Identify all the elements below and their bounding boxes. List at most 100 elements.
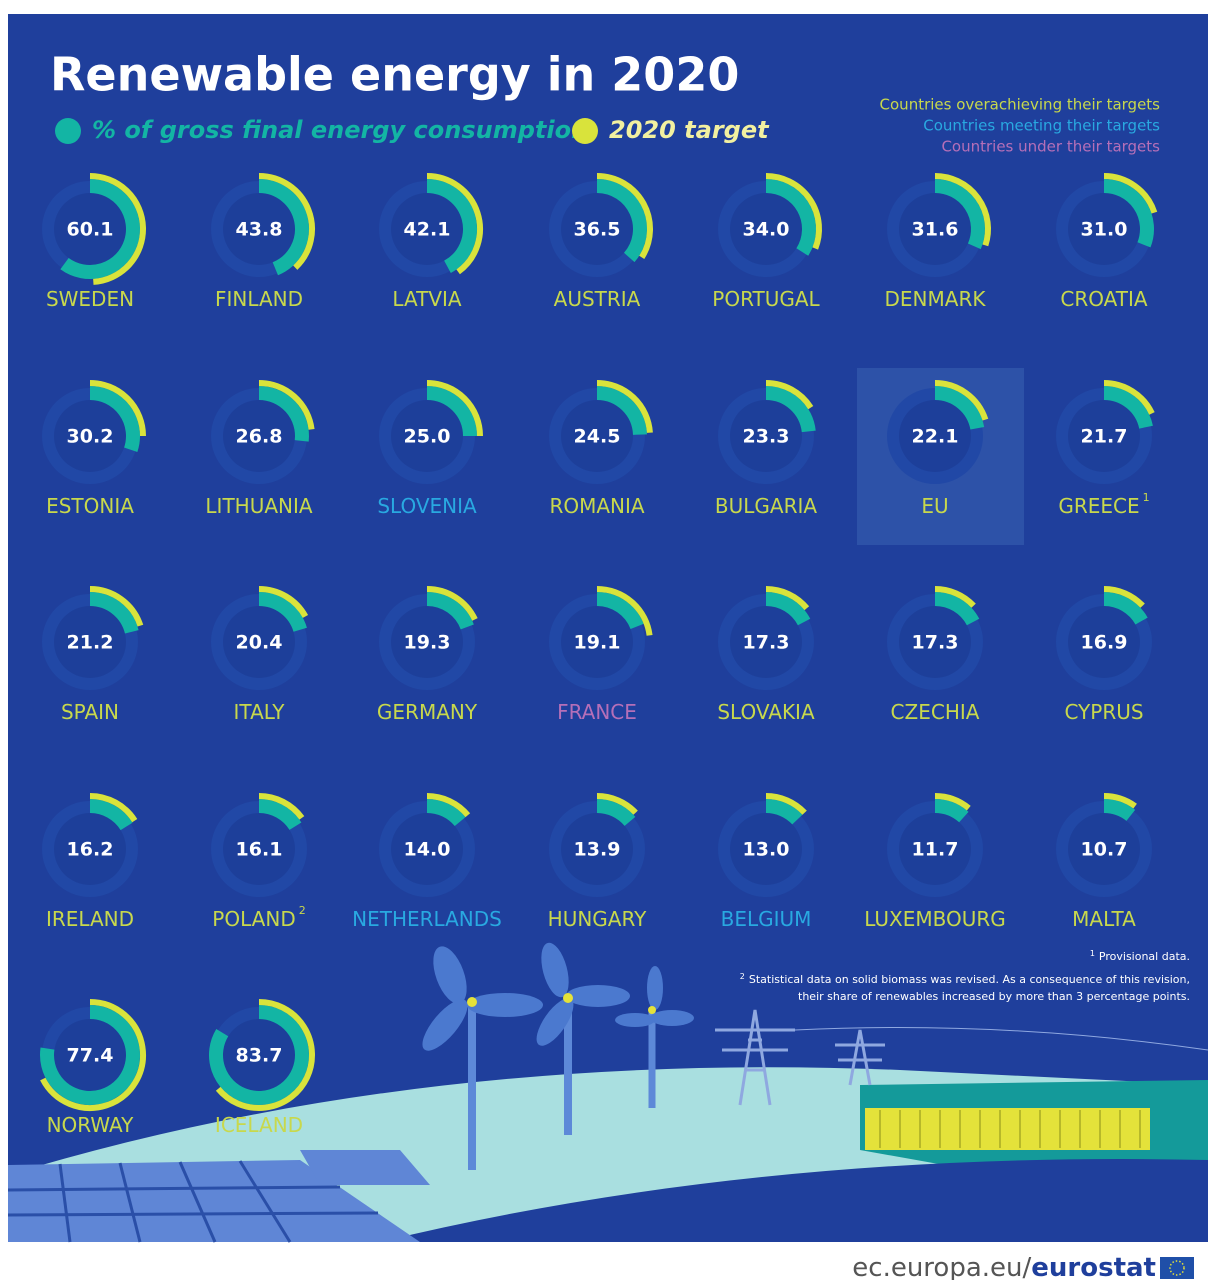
country-name: LATVIA — [392, 287, 462, 311]
donut-center — [561, 193, 633, 265]
country-label: NORWAY — [47, 1113, 135, 1137]
country-name: ESTONIA — [46, 494, 134, 518]
donut-target-arc — [934, 380, 989, 421]
value-label: 60.1 — [67, 219, 114, 241]
donut-value-arc — [1103, 799, 1136, 822]
donut-target-arc — [258, 380, 315, 430]
donut-value-arc — [934, 592, 980, 626]
country-label: SLOVENIA — [377, 494, 477, 518]
donut-target-arc — [1103, 793, 1137, 809]
donut-target-arc — [89, 793, 138, 823]
donut-target-arc — [934, 793, 971, 811]
donut-target-arc — [89, 173, 146, 285]
value-label: 14.0 — [404, 839, 451, 861]
donut-target-arc — [1103, 586, 1145, 608]
donut-center — [561, 400, 633, 472]
country-name: PORTUGAL — [712, 287, 820, 311]
country-label: BELGIUM — [721, 907, 812, 931]
value-label: 31.6 — [912, 219, 959, 241]
donut-center — [561, 813, 633, 885]
country-label: SLOVAKIA — [717, 700, 815, 724]
solar-panels — [8, 1160, 420, 1242]
donut-target-arc — [765, 173, 822, 250]
donut-center — [54, 1019, 126, 1091]
value-label: 21.2 — [67, 632, 114, 654]
donut-value-arc — [258, 592, 307, 633]
donut-center — [730, 400, 802, 472]
donut-target-arc — [426, 173, 483, 275]
value-label: 43.8 — [236, 219, 283, 241]
value-label: 26.8 — [236, 426, 283, 448]
donut-value-arc — [258, 386, 309, 442]
pylons — [715, 1009, 1208, 1106]
donut-target-arc — [1103, 380, 1155, 415]
donut-center — [1068, 400, 1140, 472]
country-label: ITALY — [234, 700, 286, 724]
donut-center — [899, 813, 971, 885]
footnote-text: Statistical data on solid biomass was re… — [749, 973, 1190, 986]
source-brand: eurostat — [1031, 1253, 1156, 1280]
country-name: ROMANIA — [549, 494, 644, 518]
donut-target-arc — [89, 586, 144, 627]
value-label: 83.7 — [236, 1045, 283, 1067]
donut-center — [899, 193, 971, 265]
donut-center — [223, 606, 295, 678]
value-label: 42.1 — [404, 219, 451, 241]
value-label: 19.1 — [574, 632, 621, 654]
footnote: 2 Statistical data on solid biomass was r… — [740, 972, 1190, 987]
country-name: IRELAND — [46, 907, 134, 931]
eu-flag — [1160, 1257, 1194, 1279]
footnote-text: Provisional data. — [1099, 950, 1190, 963]
donut-target-arc — [765, 586, 810, 611]
country-label: CROATIA — [1060, 287, 1147, 311]
donut-center — [391, 400, 463, 472]
value-label: 16.1 — [236, 839, 283, 861]
country-label: SPAIN — [61, 700, 119, 724]
donut-value-arc — [89, 799, 133, 831]
country-name: HUNGARY — [548, 907, 647, 931]
value-label: 20.4 — [236, 632, 283, 654]
donut-target-arc — [40, 999, 146, 1111]
country-label: LATVIA — [392, 287, 462, 311]
donut-value-arc — [1103, 592, 1148, 625]
donut-target-arc — [258, 173, 315, 270]
country-name: AUSTRIA — [554, 287, 641, 311]
donut-value-arc — [596, 799, 636, 827]
donut-value-arc — [426, 799, 466, 827]
country-name: SLOVENIA — [377, 494, 477, 518]
country-name: ICELAND — [215, 1113, 303, 1137]
donut-center — [54, 813, 126, 885]
country-name: GREECE — [1058, 494, 1139, 518]
value-label: 16.2 — [67, 839, 114, 861]
country-label: POLAND 2 — [212, 904, 305, 931]
donut-value-arc — [258, 179, 309, 276]
donut-center — [54, 193, 126, 265]
country-label: LUXEMBOURG — [864, 907, 1006, 931]
donut-center — [54, 400, 126, 472]
donut-center — [391, 193, 463, 265]
country-label: GERMANY — [377, 700, 478, 724]
value-label: 11.7 — [912, 839, 959, 861]
solar-farm — [865, 1108, 1150, 1150]
donut-value-arc — [89, 592, 139, 634]
country-name: LUXEMBOURG — [864, 907, 1006, 931]
donut-target-arc — [426, 586, 478, 621]
country-label: FINLAND — [215, 287, 303, 311]
solar-farm-stripes — [879, 1110, 1141, 1148]
status-legend: Countries under their targets — [941, 138, 1160, 156]
value-label: 19.3 — [404, 632, 451, 654]
country-label: FRANCE — [557, 700, 637, 724]
country-name: FINLAND — [215, 287, 303, 311]
country-label: EU — [921, 494, 948, 518]
donut-center — [899, 400, 971, 472]
country-label: ROMANIA — [549, 494, 644, 518]
country-label: GREECE 1 — [1058, 491, 1149, 518]
solar-panel-small — [300, 1150, 430, 1185]
donut-target-arc — [596, 586, 653, 636]
donut-value-arc — [426, 592, 474, 630]
legend-swatch — [55, 118, 81, 144]
footnote-marker: 2 — [299, 904, 306, 917]
donut-value-arc — [765, 179, 816, 256]
donut-target-arc — [258, 586, 309, 619]
